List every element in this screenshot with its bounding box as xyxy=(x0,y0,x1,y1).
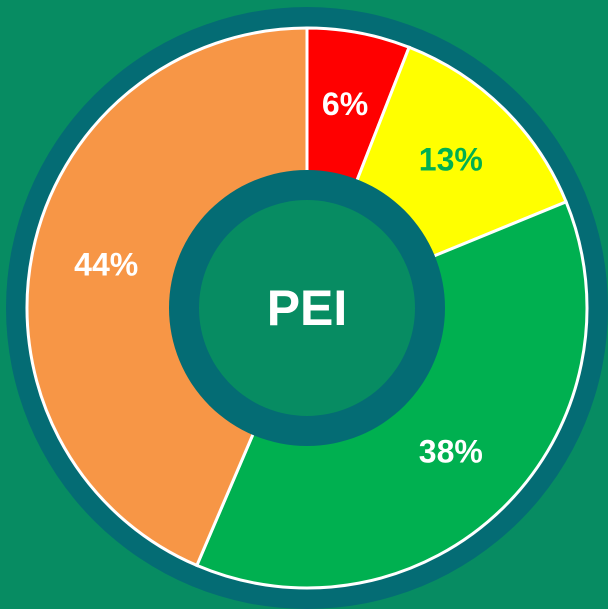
slice xyxy=(25,26,309,568)
data-label: 13% xyxy=(419,141,483,177)
data-label: 38% xyxy=(419,434,483,470)
center xyxy=(199,200,415,416)
data-label: 6% xyxy=(322,86,368,122)
slices xyxy=(25,26,589,590)
data-label: 44% xyxy=(74,246,138,282)
center-label: PEI xyxy=(267,280,348,336)
